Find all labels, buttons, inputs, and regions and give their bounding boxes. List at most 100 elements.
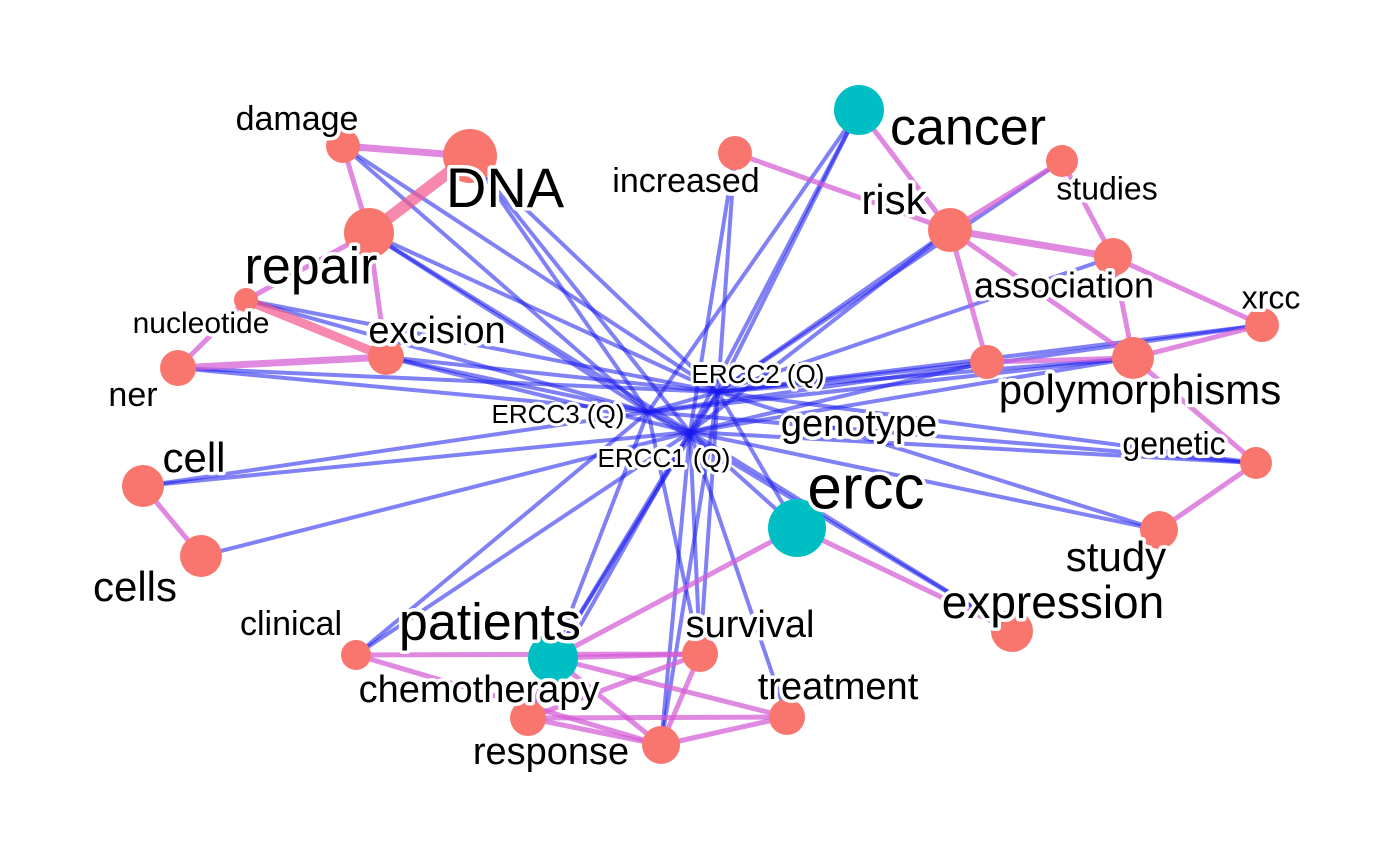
edge-ercc3-q-patients [551,410,650,660]
label-chemotherapy: chemotherapy [359,669,600,711]
node-polymorphisms[interactable] [1112,337,1154,379]
edge-ercc1-q-clinical [354,430,692,657]
edge-ner-excision [174,353,390,372]
label-association: association [974,265,1154,306]
edge-ercc2-q-dna [468,154,720,394]
edge-ercc1-q-cancer [688,108,861,434]
edge-ercc2-q-association [716,255,1115,394]
edge-ercc3-q-damage [341,144,650,414]
edge-ercc3-q-clinical [354,410,650,657]
node-increased[interactable] [718,136,752,170]
node-patients[interactable] [528,633,578,683]
label-study: study [1066,533,1166,580]
edge-excision-nucleotide [241,295,391,362]
node-survival[interactable] [682,636,718,672]
node-studies[interactable] [1046,145,1078,177]
node-chemotherapy[interactable] [510,700,546,736]
node-genetic[interactable] [1240,447,1272,479]
node-response[interactable] [642,726,680,764]
edge-clinical-response [353,652,664,748]
label-damage: damage [236,100,359,138]
label-ercc: ercc [807,453,924,522]
edge-risk-genotype [947,227,990,365]
edge-ercc3-q-dna [468,154,650,414]
label-nucleotide: nucleotide [133,307,270,340]
node-ercc[interactable] [768,499,826,557]
label-genetic: genetic [1122,425,1225,461]
node-xrcc[interactable] [1245,308,1279,342]
edge-polymorphisms-xrcc [1130,322,1265,361]
node-treatment[interactable] [769,699,805,735]
edge-ercc2-q-repair [367,231,720,394]
edge-ercc1-q-cells [199,430,692,558]
edge-ercc2-q-ercc1-q [688,390,720,434]
edge-clinical-survival [353,651,703,658]
edge-patients-treatment [550,655,790,720]
node-genotype[interactable] [970,345,1004,379]
edge-ercc3-q-ercc1-q [646,410,692,434]
edge-ercc1-q-genetic [688,430,1258,465]
node-clinical[interactable] [341,640,371,670]
edge-chemotherapy-treatment [525,714,790,721]
label-cells: cells [93,563,177,610]
label-patients: patients [399,594,581,652]
label-genotype: genotype [781,403,937,445]
node-repair[interactable] [344,208,394,258]
edge-ercc1-q-dna [468,154,692,434]
node-association[interactable] [1094,238,1132,276]
edge-ercc3-q-cell [141,410,650,488]
edge-genetic-study [1156,460,1259,533]
node-nucleotide[interactable] [234,288,258,312]
edge-ercc-expression [794,525,1015,634]
edge-ercc2-q-excision [384,355,720,394]
node-damage[interactable] [326,129,360,163]
node-ner[interactable] [160,350,196,386]
edge-chemotherapy-response [525,715,664,748]
node-excision[interactable] [368,339,404,375]
edge-ercc1-q-survival [688,430,702,656]
edge-ercc3-q-cancer [646,108,861,414]
node-cells[interactable] [180,535,222,577]
edge-ercc1-q-repair [367,231,692,434]
edge-ercc1-q-study [688,430,1161,532]
edge-ercc2-q-increased [716,151,737,394]
edge-ercc1-q-risk [688,228,952,434]
edge-chemotherapy-survival [525,651,703,721]
edge-ercc1-q-genotype [688,360,989,434]
edge-ercc1-q-excision [384,355,692,434]
edge-ercc2-q-ercc3-q [646,390,720,414]
label-cancer: cancer [890,99,1046,157]
query-label-ercc2-q: ERCC2 (Q) [692,359,825,389]
query-label-ercc1-q: ERCC1 (Q) [598,443,731,473]
edge-treatment-response [658,714,790,748]
node-risk[interactable] [928,208,972,252]
node-expression[interactable] [991,610,1033,652]
label-studies: studies [1056,170,1157,206]
edge-ercc2-q-nucleotide [244,298,720,394]
term-nodes [122,85,1279,764]
edge-ercc1-q-treatment [688,430,789,719]
query-edges [141,108,1264,747]
edge-ercc1-q-polymorphisms [688,356,1135,434]
label-expression: expression [942,576,1164,628]
node-study[interactable] [1140,511,1178,549]
label-treatment: treatment [758,666,919,708]
label-dna: DNA [446,156,565,219]
edge-risk-association [946,226,1117,261]
node-cancer[interactable] [834,85,884,135]
node-dna[interactable] [443,129,497,183]
edge-ercc1-q-response [659,430,692,747]
node-cell[interactable] [122,465,164,507]
edge-ercc2-q-genotype [716,360,989,394]
edge-polymorphisms-genotype [984,355,1136,365]
label-increased: increased [612,162,759,200]
label-clinical: clinical [240,605,342,643]
edge-ercc1-q-cell [141,430,692,488]
label-cell: cell [162,434,225,481]
label-response: response [473,731,629,773]
edge-ercc2-q-damage [341,144,720,394]
edge-risk-polymorphisms [947,227,1136,361]
edge-ercc3-q-nucleotide [244,298,650,414]
label-repair: repair [245,238,378,296]
